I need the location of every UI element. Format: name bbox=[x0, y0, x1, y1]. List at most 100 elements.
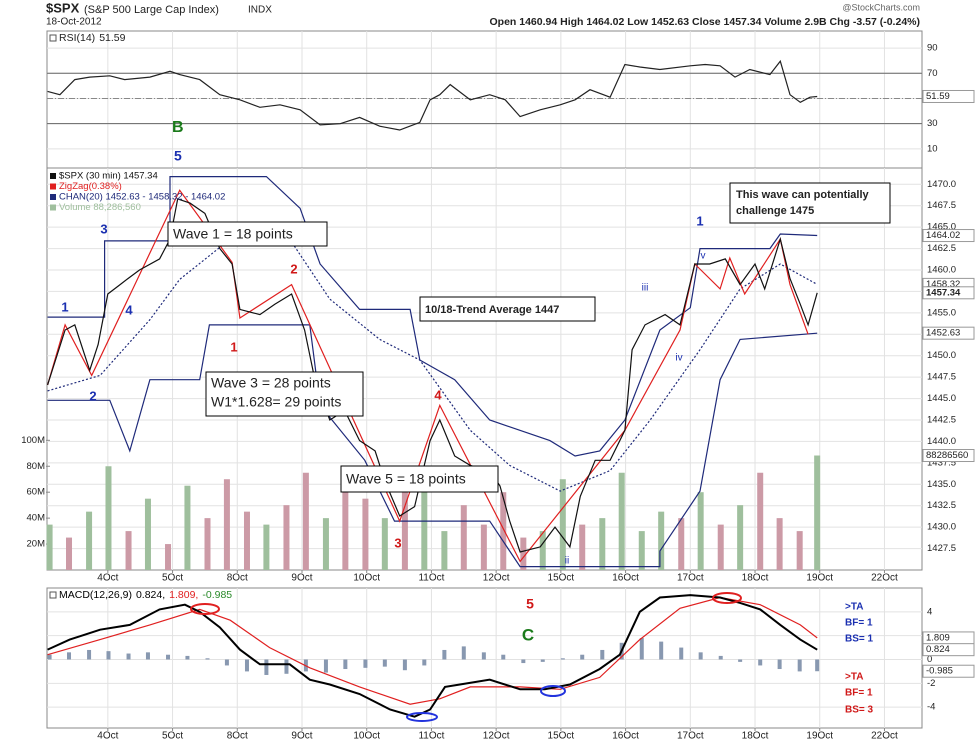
wave-label: 3 bbox=[394, 535, 401, 550]
bar bbox=[777, 659, 782, 670]
last-value-label: 88286560 bbox=[926, 450, 968, 461]
wave-label: C bbox=[522, 625, 534, 644]
index-name: (S&P 500 Large Cap Index) bbox=[84, 4, 219, 16]
y-tick-label: 1460.0 bbox=[927, 265, 956, 276]
last-value-box bbox=[922, 89, 975, 103]
note: This wave can potentially bbox=[736, 189, 870, 201]
wave-label: 5 bbox=[526, 596, 534, 612]
bar bbox=[125, 531, 132, 570]
last-value-label: -0.985 bbox=[926, 666, 953, 677]
y-tick-label: 1462.5 bbox=[927, 243, 956, 254]
y-tick-label: 1435.0 bbox=[927, 479, 956, 490]
legend-label: CHAN(20) 1452.63 - 1458.32 - 1464.02 bbox=[59, 192, 225, 203]
legend-label: Volume 88,286,560 bbox=[59, 202, 141, 213]
note-box bbox=[205, 371, 364, 417]
bar bbox=[66, 537, 73, 570]
note-box bbox=[167, 221, 328, 247]
bar bbox=[46, 524, 53, 570]
x-tick-label: 12Oct bbox=[483, 731, 510, 742]
last-value-label: 1457.34 bbox=[926, 287, 961, 298]
bar bbox=[599, 518, 606, 570]
bar bbox=[105, 466, 112, 570]
series-line bbox=[47, 59, 818, 131]
bar bbox=[165, 544, 172, 570]
note: >TA bbox=[845, 602, 863, 613]
bar bbox=[461, 646, 466, 660]
x-tick-label: 17Oct bbox=[677, 731, 704, 742]
y2-tick-label: 40M bbox=[27, 513, 46, 524]
marker-ellipse bbox=[712, 592, 742, 604]
x-tick-label: 8Oct bbox=[227, 573, 248, 584]
bar bbox=[204, 518, 211, 570]
bar bbox=[166, 654, 171, 660]
panel bbox=[46, 30, 923, 169]
y-tick-label: 1470.0 bbox=[927, 179, 956, 190]
bar bbox=[757, 472, 764, 570]
note: BF= 1 bbox=[845, 688, 873, 699]
last-value-label: 51.59 bbox=[926, 91, 950, 102]
last-value-box bbox=[922, 326, 975, 340]
bar bbox=[322, 518, 329, 570]
bar bbox=[540, 659, 545, 662]
bar bbox=[145, 652, 150, 660]
date: 18-Oct-2012 bbox=[46, 17, 102, 28]
bar bbox=[521, 659, 526, 664]
bar bbox=[422, 659, 427, 666]
note-box bbox=[340, 465, 499, 493]
bar bbox=[797, 659, 802, 672]
bar bbox=[185, 655, 190, 660]
bar bbox=[560, 658, 565, 660]
bar bbox=[579, 524, 586, 570]
x-tick-label: 9Oct bbox=[291, 731, 312, 742]
bar bbox=[47, 654, 52, 660]
x-tick-label: 19Oct bbox=[806, 731, 833, 742]
bar bbox=[738, 659, 743, 662]
legend-label: 0.824, bbox=[136, 589, 165, 601]
wave-label: 4 bbox=[125, 302, 133, 317]
bar bbox=[86, 511, 93, 570]
wave-label: iii bbox=[642, 283, 649, 294]
wave-label: iv bbox=[675, 353, 682, 364]
note: BS= 3 bbox=[845, 705, 874, 716]
bar bbox=[264, 659, 269, 675]
series-line bbox=[47, 238, 818, 492]
legend-swatch bbox=[50, 194, 56, 200]
wave-label: v bbox=[701, 251, 706, 262]
wave-label: 5 bbox=[174, 148, 182, 164]
x-tick-label: 10Oct bbox=[353, 573, 380, 584]
wave-label: 1 bbox=[61, 299, 68, 314]
bar bbox=[520, 537, 527, 570]
note: Wave 1 = 18 points bbox=[173, 226, 293, 242]
last-value-box bbox=[922, 449, 975, 463]
bar bbox=[659, 641, 664, 660]
bar bbox=[263, 524, 270, 570]
last-value-box bbox=[922, 664, 975, 678]
y-tick-label: 1432.5 bbox=[927, 500, 956, 511]
legend-label: MACD(12,26,9) bbox=[59, 589, 132, 601]
bar bbox=[224, 659, 229, 666]
x-tick-label: 15Oct bbox=[548, 731, 575, 742]
bar bbox=[67, 652, 72, 660]
bar bbox=[658, 511, 665, 570]
legend-swatch bbox=[50, 204, 56, 211]
bar bbox=[441, 531, 448, 570]
x-tick-label: 18Oct bbox=[742, 573, 769, 584]
x-tick-label: 10Oct bbox=[353, 731, 380, 742]
bar bbox=[580, 654, 585, 660]
note: W1*1.628= 29 points bbox=[211, 394, 341, 410]
last-value-label: 1458.32 bbox=[926, 279, 960, 290]
note: 10/18-Trend Average 1447 bbox=[425, 304, 559, 316]
last-value-box bbox=[922, 229, 975, 243]
wave-label: 2 bbox=[290, 261, 297, 276]
bar bbox=[302, 472, 309, 570]
bar bbox=[559, 479, 566, 570]
legend-label: 1.809, bbox=[169, 589, 198, 601]
x-tick-label: 16Oct bbox=[612, 573, 639, 584]
bar bbox=[421, 485, 428, 570]
bar bbox=[539, 531, 546, 570]
y-tick-label: 1445.0 bbox=[927, 393, 956, 404]
series-line bbox=[47, 198, 818, 553]
wave-label: 1 bbox=[230, 339, 237, 354]
series-line bbox=[47, 176, 818, 457]
bar bbox=[638, 531, 645, 570]
